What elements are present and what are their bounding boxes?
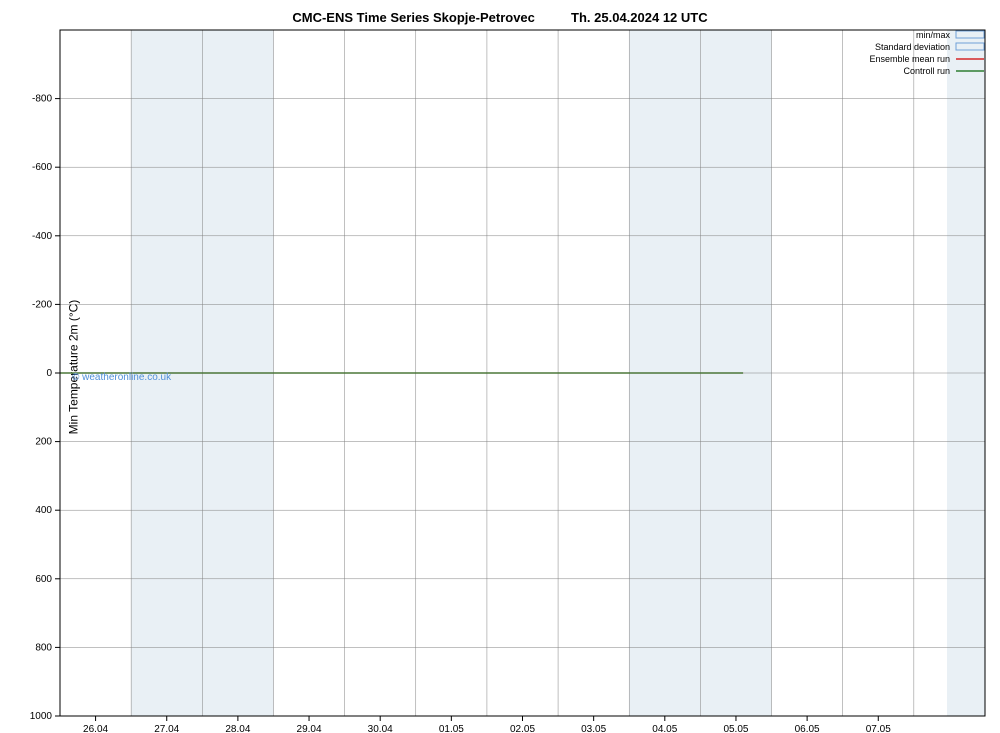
y-tick-label: 800 — [35, 642, 52, 653]
x-tick-label: 04.05 — [652, 724, 677, 733]
y-tick-label: -800 — [32, 94, 52, 105]
legend-label: min/max — [916, 30, 951, 40]
x-tick-label: 06.05 — [795, 724, 820, 733]
y-tick-label: -600 — [32, 162, 52, 173]
legend-label: Ensemble mean run — [869, 54, 950, 64]
y-tick-label: 1000 — [30, 711, 53, 722]
x-tick-label: 30.04 — [368, 724, 393, 733]
y-tick-label: 0 — [46, 368, 52, 379]
x-tick-label: 01.05 — [439, 724, 464, 733]
x-tick-label: 03.05 — [581, 724, 606, 733]
x-tick-label: 26.04 — [83, 724, 108, 733]
x-tick-label: 02.05 — [510, 724, 535, 733]
x-tick-label: 29.04 — [297, 724, 322, 733]
y-tick-label: -400 — [32, 231, 52, 242]
y-tick-label: -200 — [32, 299, 52, 310]
x-tick-label: 28.04 — [225, 724, 250, 733]
chart-plot: -800 -600 -400 -200 0 200 400 600 800 1000 26.04 27… — [0, 0, 1000, 733]
x-tick-label: 07.05 — [866, 724, 891, 733]
y-tick-label: 200 — [35, 437, 52, 448]
x-tick-label: 27.04 — [154, 724, 179, 733]
y-tick-label: 400 — [35, 505, 52, 516]
watermark: © weatheronline.co.uk — [72, 372, 172, 383]
legend-label: Standard deviation — [875, 42, 950, 52]
y-tick-label: 600 — [35, 574, 52, 585]
legend-label: Controll run — [903, 66, 950, 76]
x-tick-label: 05.05 — [723, 724, 748, 733]
